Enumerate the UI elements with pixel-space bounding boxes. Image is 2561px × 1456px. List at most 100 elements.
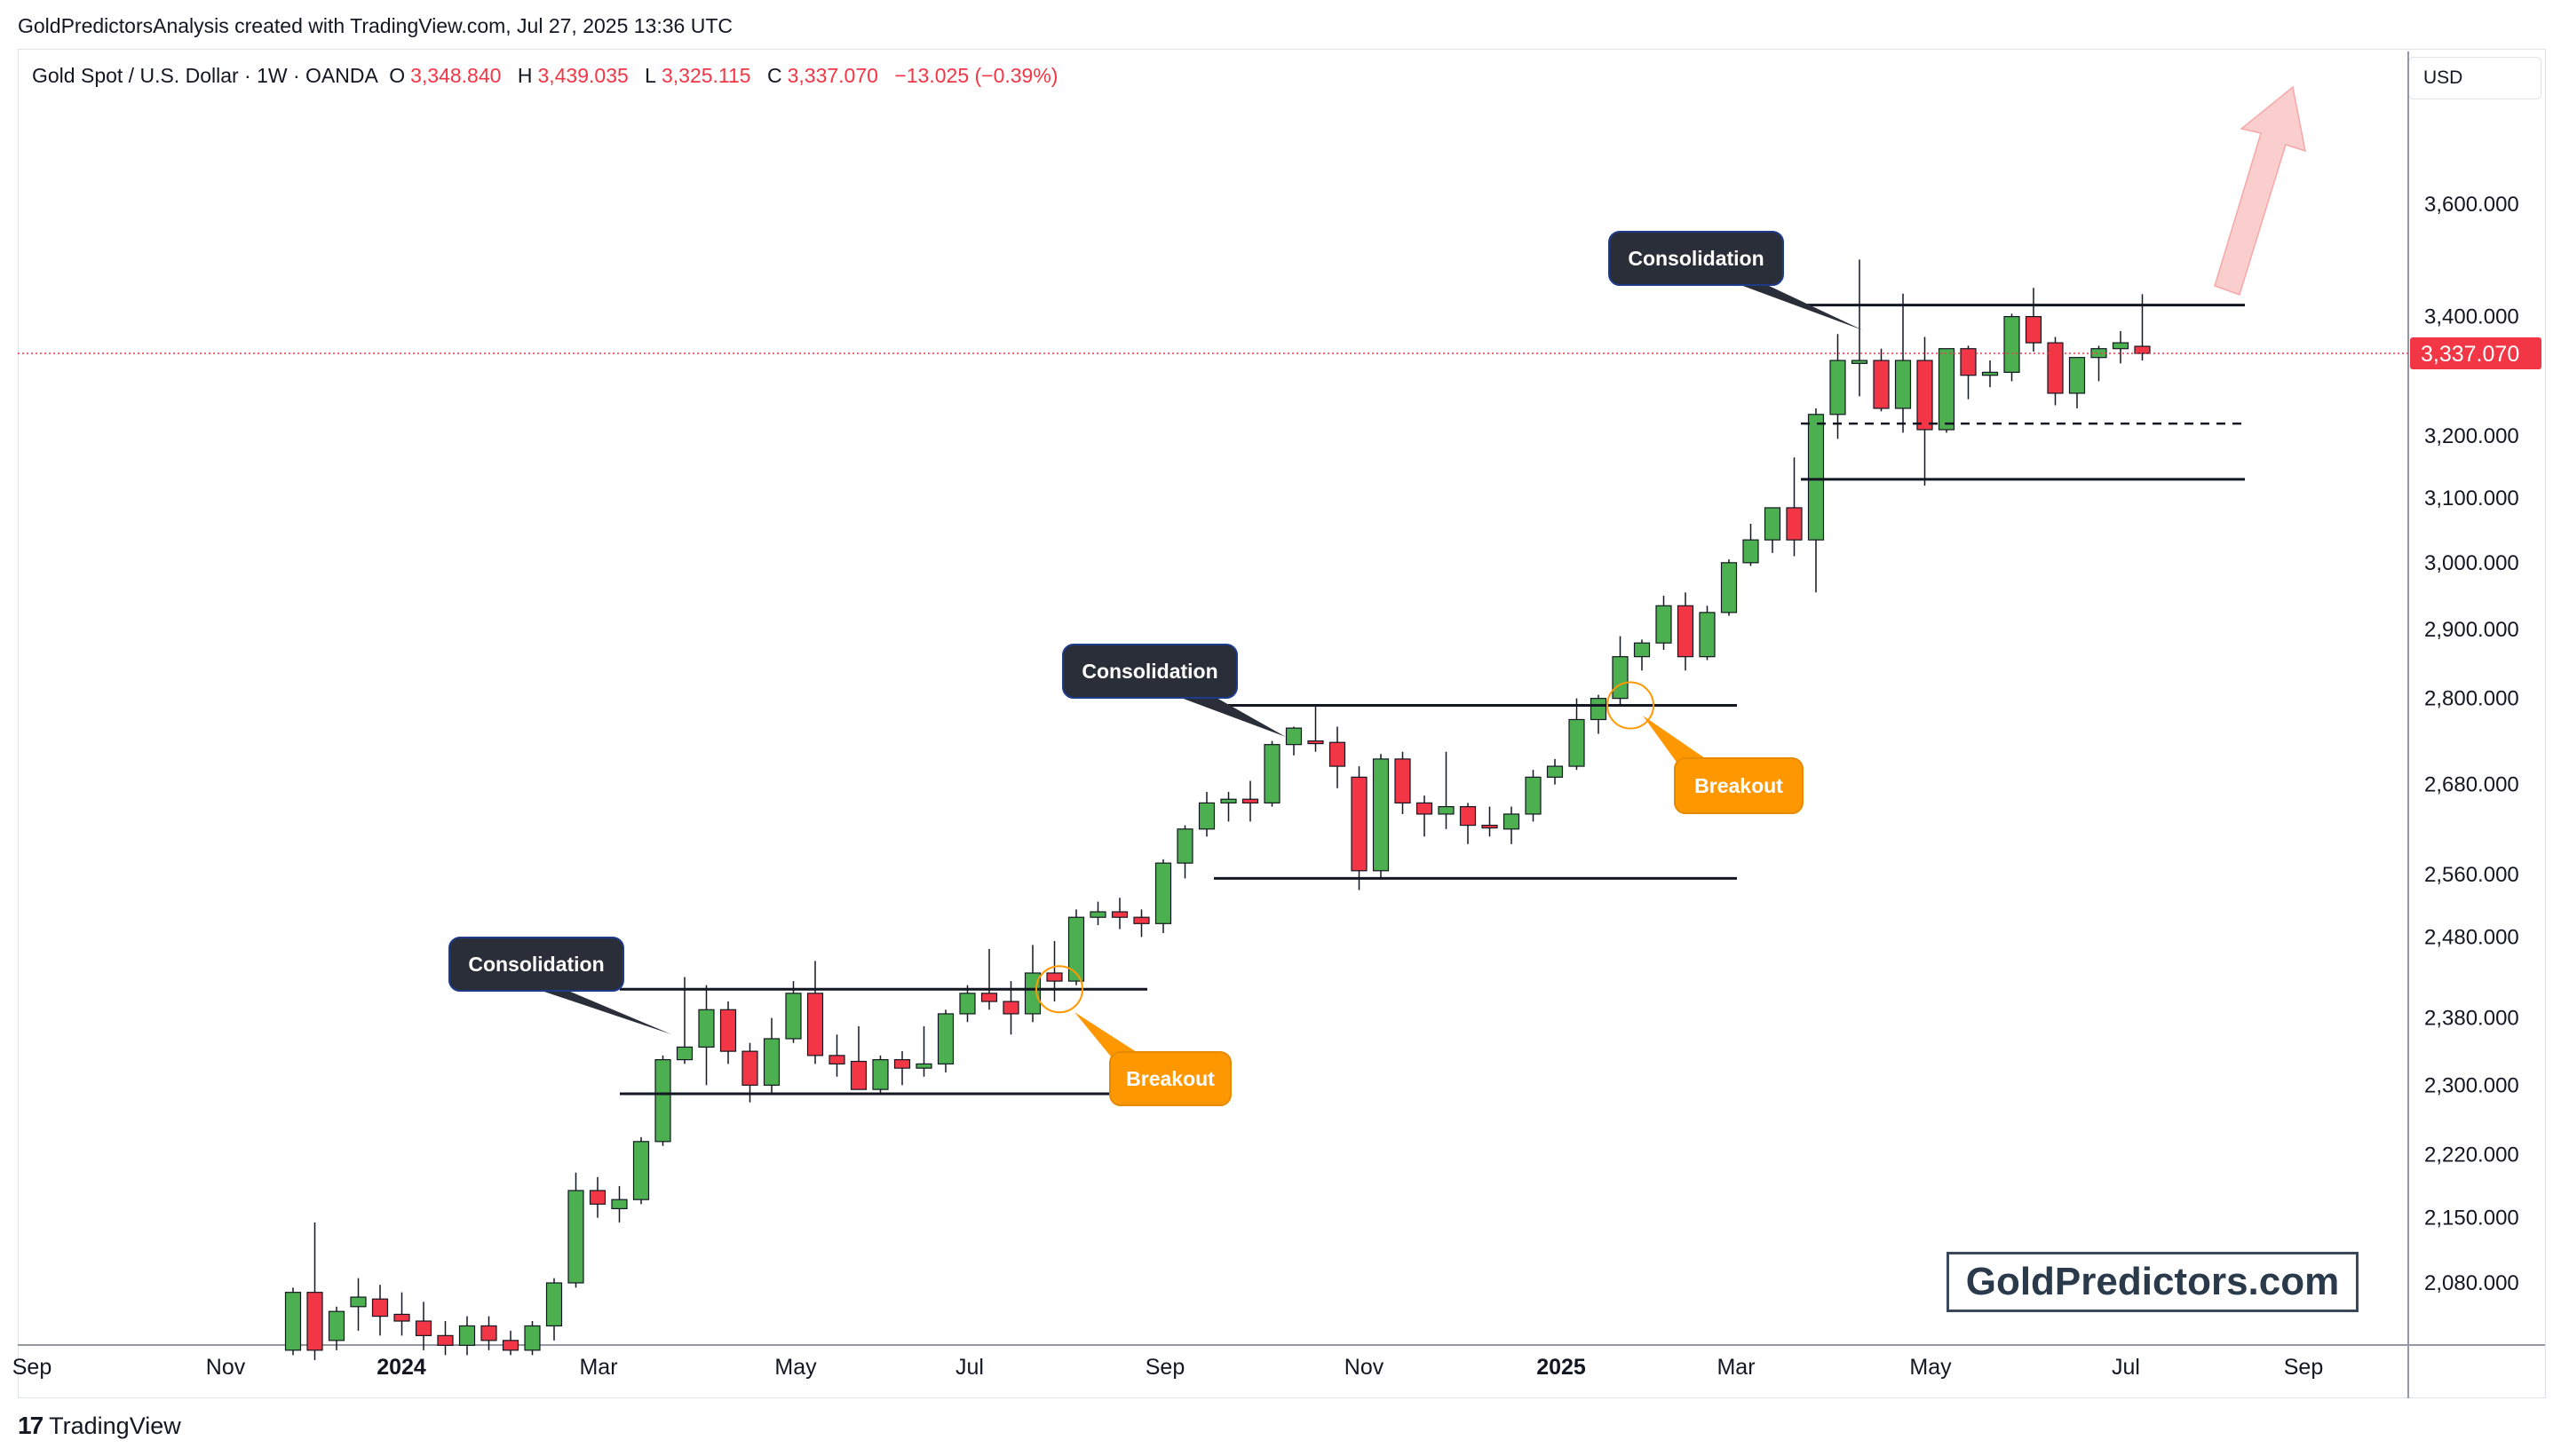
candle-body bbox=[676, 1046, 694, 1061]
tradingview-label: TradingView bbox=[49, 1412, 181, 1439]
candle-body bbox=[502, 1340, 519, 1351]
price-tick-label: 3,400.000 bbox=[2424, 305, 2519, 329]
callout-label: Consolidation bbox=[468, 953, 604, 976]
candle-body bbox=[2003, 315, 2020, 373]
candle-bear bbox=[437, 1321, 454, 1356]
price-tick-label: 2,800.000 bbox=[2424, 687, 2519, 711]
month-tick-label: Nov bbox=[206, 1355, 246, 1380]
close-value: 3,337.070 bbox=[787, 64, 878, 87]
candle-bull bbox=[1807, 408, 1825, 593]
candle-bull bbox=[458, 1316, 476, 1356]
candle-bull bbox=[676, 977, 694, 1064]
candle-bull bbox=[2068, 357, 2086, 408]
candle-bull bbox=[1938, 348, 1955, 433]
candle-bear bbox=[1046, 940, 1063, 1002]
callout-label: Breakout bbox=[1126, 1067, 1215, 1090]
breakout-callout: Breakout bbox=[1643, 716, 1804, 814]
breakout-marker bbox=[1606, 681, 1654, 730]
candle-bear bbox=[829, 1034, 845, 1077]
candle-bear bbox=[393, 1292, 410, 1336]
month-tick-label: Jul bbox=[955, 1355, 984, 1380]
candle-bull bbox=[1590, 694, 1607, 734]
callout-label: Consolidation bbox=[1082, 660, 1217, 683]
candle-body bbox=[1742, 539, 1759, 564]
candle-bear bbox=[589, 1176, 607, 1218]
month-tick-label: Nov bbox=[1344, 1355, 1384, 1380]
symbol-legend: Gold Spot / U.S. Dollar · 1W · OANDA O 3,… bbox=[32, 64, 1063, 88]
candle-body bbox=[1938, 348, 1955, 431]
candle-bull bbox=[1372, 754, 1390, 879]
open-value: 3,348.840 bbox=[410, 64, 502, 87]
candle-body bbox=[2068, 357, 2086, 394]
high-label: H bbox=[517, 64, 533, 87]
candle-body bbox=[1241, 798, 1259, 804]
month-tick-label: May bbox=[1909, 1355, 1952, 1380]
callout-tail bbox=[542, 991, 671, 1034]
year-tick-label: 2025 bbox=[1536, 1355, 1586, 1380]
callout-box bbox=[1062, 644, 1238, 699]
candle-body bbox=[611, 1199, 628, 1210]
last-price-label: 3,337.070 bbox=[2421, 342, 2519, 367]
candle-body bbox=[1807, 414, 1825, 541]
candle-body bbox=[437, 1334, 454, 1346]
month-tick-label: Mar bbox=[579, 1355, 617, 1380]
price-tick-label: 2,380.000 bbox=[2424, 1007, 2519, 1031]
candle-bear bbox=[806, 961, 824, 1064]
candle-bear bbox=[1394, 751, 1411, 814]
candle-bear bbox=[1307, 705, 1324, 752]
candle-bear bbox=[2025, 288, 2042, 352]
candle-body bbox=[480, 1325, 497, 1341]
candle-bear bbox=[502, 1330, 519, 1356]
candle-bear bbox=[306, 1222, 323, 1360]
candle-body bbox=[1633, 642, 1651, 658]
candle-body bbox=[328, 1310, 345, 1341]
candle-body bbox=[589, 1190, 607, 1205]
candle-bull bbox=[1546, 758, 1564, 785]
candle-body bbox=[959, 993, 976, 1015]
candle-body bbox=[393, 1313, 410, 1322]
candle-bull bbox=[1568, 698, 1585, 771]
price-tick-label: 2,480.000 bbox=[2424, 925, 2519, 949]
candle-body bbox=[1677, 605, 1694, 658]
currency-selector[interactable]: USD bbox=[2408, 57, 2541, 99]
chart-attribution: GoldPredictorsAnalysis created with Trad… bbox=[18, 14, 733, 37]
candle-body bbox=[1285, 727, 1303, 746]
price-tick-label: 2,560.000 bbox=[2424, 863, 2519, 887]
candle-bull bbox=[611, 1185, 628, 1223]
candle-body bbox=[1459, 805, 1477, 827]
projection-arrow-icon bbox=[2214, 85, 2306, 296]
callout-label: Breakout bbox=[1694, 774, 1783, 797]
chart-frame bbox=[18, 49, 2546, 1398]
candle-body bbox=[1655, 605, 1672, 644]
candle-bear bbox=[1960, 345, 1977, 400]
candle-bear bbox=[415, 1302, 432, 1350]
candle-bull bbox=[2112, 330, 2129, 364]
candle-body bbox=[1590, 698, 1607, 721]
candle-bull bbox=[1198, 791, 1216, 837]
price-tick-label: 2,680.000 bbox=[2424, 773, 2519, 797]
callout-label: Consolidation bbox=[1628, 247, 1764, 270]
candle-body bbox=[1981, 371, 1999, 376]
candle-bull bbox=[1177, 825, 1193, 879]
tradingview-logo[interactable]: 17 TradingView bbox=[18, 1412, 181, 1440]
month-tick-label: Sep bbox=[1146, 1355, 1185, 1380]
candle-bear bbox=[719, 1001, 737, 1064]
candle-body bbox=[1764, 507, 1781, 541]
candle-bear bbox=[893, 1051, 911, 1086]
candle-body bbox=[1894, 360, 1912, 409]
candle-bull bbox=[763, 1017, 781, 1094]
candle-bull bbox=[1829, 334, 1846, 439]
candle-bull bbox=[1438, 751, 1455, 829]
month-tick-label: Sep bbox=[12, 1355, 52, 1380]
candle-body bbox=[1699, 612, 1716, 658]
candle-body bbox=[829, 1055, 845, 1064]
candle-bear bbox=[1133, 909, 1150, 938]
candle-body bbox=[937, 1013, 955, 1064]
candle-bull bbox=[524, 1321, 541, 1356]
candle-bull bbox=[284, 1287, 302, 1356]
candle-bull bbox=[1154, 859, 1172, 933]
candle-body bbox=[2134, 345, 2151, 354]
price-tick-label: 2,900.000 bbox=[2424, 618, 2519, 642]
candle-body bbox=[1090, 911, 1106, 918]
